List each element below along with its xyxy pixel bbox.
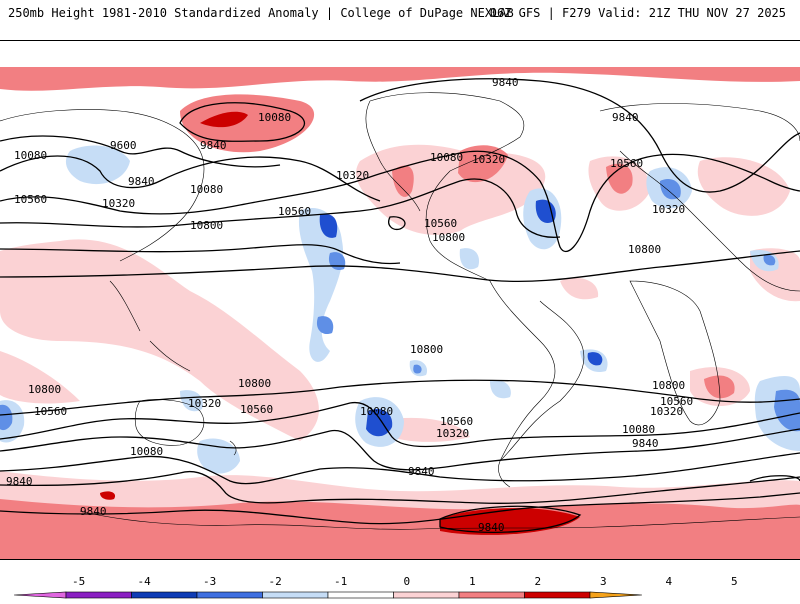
contour-labels: 9840 10080 9600 9840 10080 9840 10080 10… <box>6 76 693 518</box>
north-anomaly-band <box>0 67 800 91</box>
contour-label: 10560 <box>610 157 643 170</box>
contour-label: 10080 <box>430 151 463 164</box>
contour-label: 10800 <box>628 243 661 256</box>
colorbar-tick-label: -4 <box>138 575 152 588</box>
contour-label: 10560 <box>34 405 67 418</box>
contour-label: 10800 <box>238 377 271 390</box>
anomaly-map: 9840 10080 9600 9840 10080 9840 10080 10… <box>0 40 800 560</box>
contour-label: 9840 <box>478 521 505 534</box>
contour-label: 9840 <box>632 437 659 450</box>
colorbar-tick-label: 3 <box>600 575 607 588</box>
contour-label: 9840 <box>80 505 107 518</box>
contour-label: 10560 <box>278 205 311 218</box>
colorbar-segment <box>196 591 263 599</box>
colorbar-tick-label: 5 <box>731 575 738 588</box>
colorbar-arrow-high <box>589 591 643 599</box>
contour-label: 10080 <box>130 445 163 458</box>
contour-label: 10800 <box>410 343 443 356</box>
contour-label: 10080 <box>622 423 655 436</box>
contour-label: 10080 <box>190 183 223 196</box>
negative-anomaly-patches <box>0 145 800 474</box>
colorbar: -5 -4 -3 -2 -1 0 1 2 3 4 5 <box>0 572 800 600</box>
colorbar-segment <box>524 591 591 599</box>
colorbar-tick-label: 1 <box>469 575 476 588</box>
contour-label: 9600 <box>110 139 137 152</box>
contour-label: 10560 <box>240 403 273 416</box>
contour-label: 10320 <box>652 203 685 216</box>
colorbar-arrow-low <box>13 591 67 599</box>
contour-label: 10320 <box>188 397 221 410</box>
contour-label: 9840 <box>492 76 519 89</box>
contour-label: 9840 <box>612 111 639 124</box>
colorbar-tick-label: 2 <box>535 575 542 588</box>
contour-label: 10800 <box>652 379 685 392</box>
colorbar-canvas: -5 -4 -3 -2 -1 0 1 2 3 4 5 <box>13 575 738 599</box>
colorbar-segment <box>65 591 132 599</box>
colorbar-tick-label: -3 <box>203 575 216 588</box>
contour-label: 10560 <box>660 395 693 408</box>
colorbar-tick-label: 4 <box>666 575 673 588</box>
map-canvas: 9840 10080 9600 9840 10080 9840 10080 10… <box>0 41 800 559</box>
colorbar-tick-label: 0 <box>404 575 411 588</box>
positive-anomaly-patches <box>0 94 800 442</box>
colorbar-segment <box>262 591 329 599</box>
contour-label: 10800 <box>190 219 223 232</box>
map-title: 250mb Height 1981-2010 Standardized Anom… <box>8 6 514 20</box>
contour-label: 10320 <box>650 405 683 418</box>
contour-label: 9840 <box>408 465 435 478</box>
colorbar-segment <box>131 591 198 599</box>
contour-label: 10560 <box>424 217 457 230</box>
contour-label: 9840 <box>6 475 33 488</box>
contour-label: 10080 <box>360 405 393 418</box>
colorbar-segment <box>458 591 525 599</box>
contour-label: 10320 <box>472 153 505 166</box>
colorbar-tick-label: -2 <box>269 575 282 588</box>
contour-label: 10800 <box>28 383 61 396</box>
contour-label: 10320 <box>436 427 469 440</box>
colorbar-tick-label: -5 <box>72 575 85 588</box>
contour-label: 10320 <box>336 169 369 182</box>
contour-label: 10320 <box>102 197 135 210</box>
coastlines <box>0 92 800 530</box>
contour-label: 9840 <box>200 139 227 152</box>
height-contours <box>0 78 800 533</box>
colorbar-segment <box>393 591 460 599</box>
colorbar-segment <box>327 591 394 599</box>
colorbar-tick-label: -1 <box>334 575 347 588</box>
contour-label: 10080 <box>14 149 47 162</box>
contour-label: 10560 <box>14 193 47 206</box>
model-run-info: 06Z GFS | F279 Valid: 21Z THU NOV 27 202… <box>489 6 786 20</box>
contour-label: 10800 <box>432 231 465 244</box>
contour-label: 10080 <box>258 111 291 124</box>
contour-label: 10560 <box>440 415 473 428</box>
contour-label: 9840 <box>128 175 155 188</box>
